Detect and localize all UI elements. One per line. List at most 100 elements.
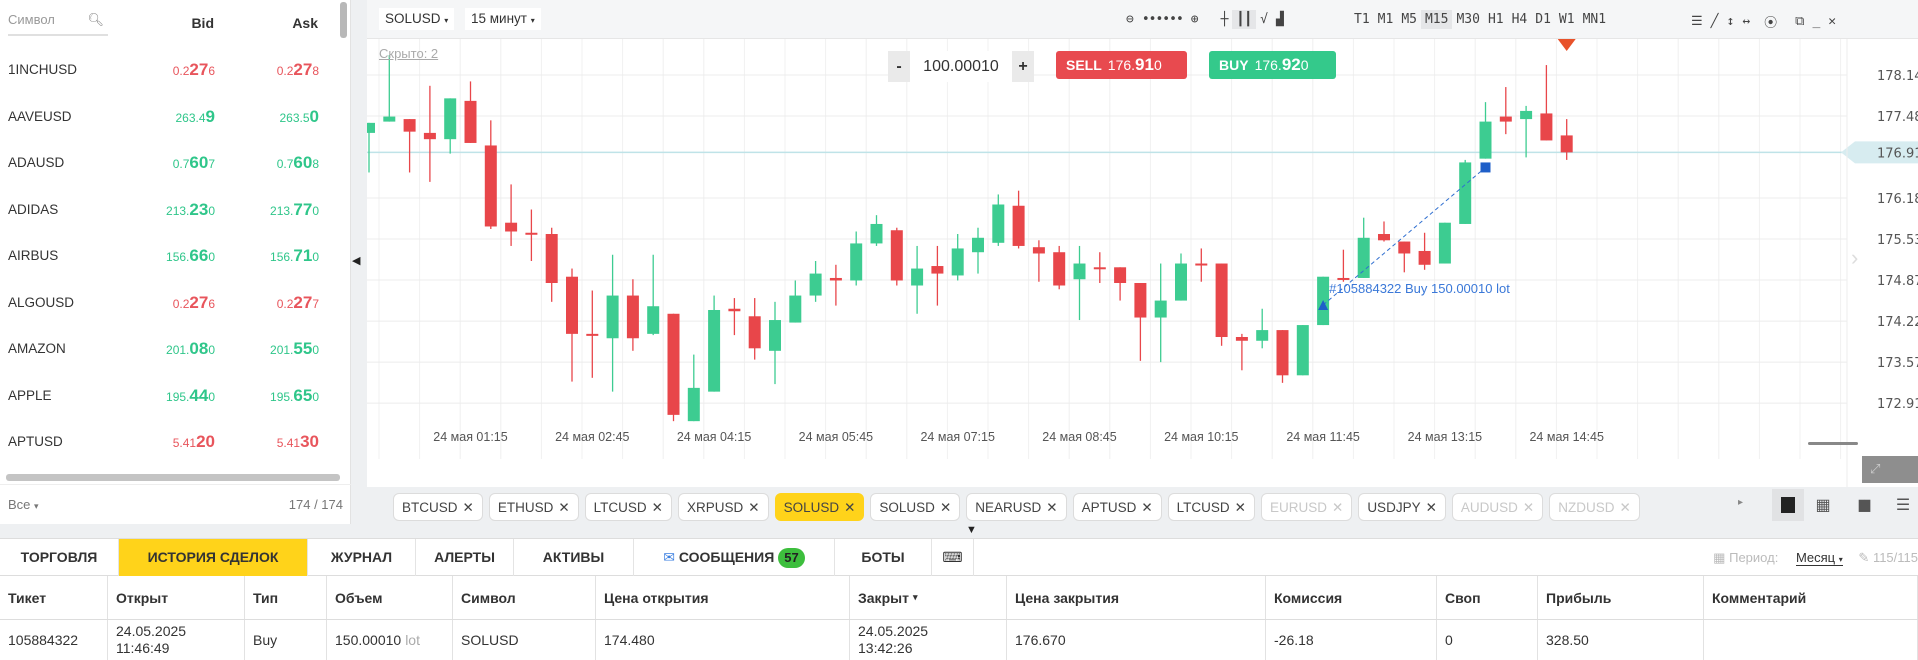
fit-chart-button[interactable]: ⤢ xyxy=(1862,456,1918,483)
buy-button[interactable]: BUY 176.920 xyxy=(1209,51,1336,79)
column-header[interactable]: Своп xyxy=(1437,576,1538,619)
area-chart-icon[interactable]: ▟ xyxy=(1275,12,1284,27)
search-icon[interactable]: 🔍︎ xyxy=(87,12,104,27)
symbol-search-input[interactable]: Символ 🔍︎ xyxy=(8,12,108,36)
close-tab-icon[interactable]: ✕ xyxy=(1619,499,1631,515)
bid-price[interactable]: 213.230 xyxy=(166,200,215,220)
collapse-watchlist-arrow-icon[interactable]: ◀ xyxy=(352,255,361,267)
toggle-bottom-panel-icon[interactable]: ▼ xyxy=(966,524,977,536)
symbol-tab[interactable]: USDJPY ✕ xyxy=(1358,492,1446,521)
symbol-tab[interactable]: BTCUSD ✕ xyxy=(393,492,483,521)
tab-assets[interactable]: АКТИВЫ xyxy=(514,539,634,576)
column-header[interactable]: Символ xyxy=(453,576,596,619)
close-tab-icon[interactable]: ✕ xyxy=(1332,499,1344,515)
trade-open-triangle-icon[interactable] xyxy=(1318,299,1329,310)
symbol-tab[interactable]: SOLUSD ✕ xyxy=(870,492,961,521)
timeframe-m30[interactable]: M30 xyxy=(1456,12,1480,27)
symbol-tab[interactable]: ETHUSD ✕ xyxy=(488,492,579,521)
lot-input[interactable]: 100.00010 xyxy=(910,51,1012,82)
bid-price[interactable]: 0.2276 xyxy=(173,60,215,80)
column-header[interactable]: Цена закрытия xyxy=(1007,576,1266,619)
symbol-dropdown[interactable]: SOLUSD ▾ xyxy=(379,8,455,30)
timeframe-mn1[interactable]: MN1 xyxy=(1582,12,1607,27)
close-icon[interactable]: ✕ xyxy=(1828,14,1837,29)
timeframe-dropdown[interactable]: 15 минут ▾ xyxy=(465,8,541,30)
bid-price[interactable]: 0.2276 xyxy=(173,293,215,313)
watchlist-row[interactable]: ALGOUSD 0.2276 0.2277 xyxy=(0,280,340,326)
ask-price[interactable]: 213.770 xyxy=(270,200,319,220)
watchlist-row[interactable]: ADAUSD 0.7607 0.7608 xyxy=(0,140,340,186)
watchlist-horizontal-scrollbar[interactable] xyxy=(6,474,340,481)
tab-alerts[interactable]: АЛЕРТЫ xyxy=(416,539,514,576)
symbol-tab[interactable]: XRPUSD ✕ xyxy=(677,492,769,521)
layout-rows-button[interactable]: ☰ xyxy=(1892,494,1914,516)
bid-price[interactable]: 156.660 xyxy=(166,246,215,266)
bid-price[interactable]: 195.440 xyxy=(166,386,215,406)
zoom-in-icon[interactable]: ⊕ xyxy=(1190,12,1199,27)
watchlist-row[interactable]: 1INCHUSD 0.2276 0.2278 xyxy=(0,47,340,93)
ask-price[interactable]: 263.50 xyxy=(280,107,320,127)
column-header[interactable]: Комиссия xyxy=(1266,576,1437,619)
line-chart-icon[interactable]: √ xyxy=(1260,12,1268,27)
hidden-objects-link[interactable]: Скрыто: 2 xyxy=(379,46,439,61)
symbol-tab[interactable]: AUDUSD ✕ xyxy=(1451,492,1544,521)
watchlist-vertical-scrollbar[interactable] xyxy=(340,2,347,38)
vertical-line-icon[interactable]: ↕ xyxy=(1726,14,1735,29)
column-header[interactable]: Объем xyxy=(327,576,453,619)
table-row[interactable]: 105884322 24.05.2025 11:46:49 Buy 150.00010 l… xyxy=(0,620,1918,660)
tab-trade-history[interactable]: ИСТОРИЯ СДЕЛОК xyxy=(119,539,308,576)
tab-messages[interactable]: ✉ СООБЩЕНИЯ 57 xyxy=(634,539,835,576)
timeframe-t1[interactable]: T1 xyxy=(1354,12,1370,27)
bid-header[interactable]: Bid xyxy=(191,15,214,31)
ask-price[interactable]: 0.2278 xyxy=(277,60,319,80)
watchlist-row[interactable]: APTUSD 5.4120 5.4130 xyxy=(0,419,340,465)
timeframe-m1[interactable]: M1 xyxy=(1377,12,1394,27)
filter-dropdown[interactable]: Все ▾ xyxy=(8,497,39,512)
symbol-tab[interactable]: APTUSD ✕ xyxy=(1072,492,1162,521)
column-header[interactable]: Открыт xyxy=(108,576,245,619)
ask-price[interactable]: 0.2277 xyxy=(277,293,319,313)
target-icon[interactable]: ⦿ xyxy=(1764,16,1778,31)
column-header[interactable]: Цена открытия xyxy=(596,576,850,619)
ask-price[interactable]: 0.7608 xyxy=(277,153,319,173)
chart-scroll-handle[interactable] xyxy=(1808,442,1858,445)
trade-close-square-icon[interactable] xyxy=(1480,162,1491,173)
edit-icon[interactable]: ✎ xyxy=(1858,550,1870,565)
close-tab-icon[interactable]: ✕ xyxy=(748,499,760,515)
terminal-button[interactable]: ⌨ xyxy=(932,539,974,576)
bar-chart-icon[interactable]: ┼ xyxy=(1220,12,1229,27)
close-tab-icon[interactable]: ✕ xyxy=(939,499,952,515)
close-tab-icon[interactable]: ✕ xyxy=(1141,499,1153,515)
scroll-right-chevron-icon[interactable]: › xyxy=(1851,245,1859,270)
candlestick-chart-icon[interactable]: ┃┃ xyxy=(1232,10,1257,29)
symbol-tab[interactable]: EURUSD ✕ xyxy=(1260,492,1353,521)
timeframe-m5[interactable]: M5 xyxy=(1401,12,1417,27)
indicators-icon[interactable]: ☰ xyxy=(1691,14,1703,29)
symbol-tab[interactable]: SOLUSD ✕ xyxy=(774,492,865,521)
close-tab-icon[interactable]: ✕ xyxy=(1046,499,1058,515)
lot-decrease-button[interactable]: - xyxy=(896,57,902,75)
watchlist-row[interactable]: AMAZON 201.080 201.550 xyxy=(0,326,340,372)
layout-single-button[interactable] xyxy=(1772,489,1804,521)
timeframe-d1[interactable]: D1 xyxy=(1535,12,1551,27)
column-header[interactable]: Комментарий xyxy=(1704,576,1918,619)
bid-price[interactable]: 263.49 xyxy=(176,107,216,127)
column-header[interactable]: Тикет xyxy=(0,576,108,619)
tab-journal[interactable]: ЖУРНАЛ xyxy=(308,539,416,576)
minimize-icon[interactable]: _ xyxy=(1812,14,1821,29)
bid-price[interactable]: 0.7607 xyxy=(173,153,215,173)
symbol-tab[interactable]: NEARUSD ✕ xyxy=(966,492,1067,521)
timeframe-m15[interactable]: M15 xyxy=(1420,10,1453,29)
timeframe-w1[interactable]: W1 xyxy=(1558,12,1575,27)
horizontal-line-icon[interactable]: ↔ xyxy=(1742,14,1751,29)
ask-price[interactable]: 195.650 xyxy=(270,386,319,406)
symbol-tab[interactable]: NZDUSD ✕ xyxy=(1549,492,1640,521)
ask-price[interactable]: 156.710 xyxy=(270,246,319,266)
ask-price[interactable]: 5.4130 xyxy=(277,432,319,452)
column-header[interactable]: Закрыт ▾ xyxy=(850,576,1007,619)
watchlist-row[interactable]: AAVEUSD 263.49 263.50 xyxy=(0,94,340,140)
price-chart[interactable]: 178.142177.489176.910176.183175.530174.8… xyxy=(367,39,1918,487)
period-dropdown[interactable]: Месяц ▾ xyxy=(1795,550,1843,566)
timeframe-h4[interactable]: H4 xyxy=(1511,12,1528,27)
close-tab-icon[interactable]: ✕ xyxy=(1522,499,1535,515)
